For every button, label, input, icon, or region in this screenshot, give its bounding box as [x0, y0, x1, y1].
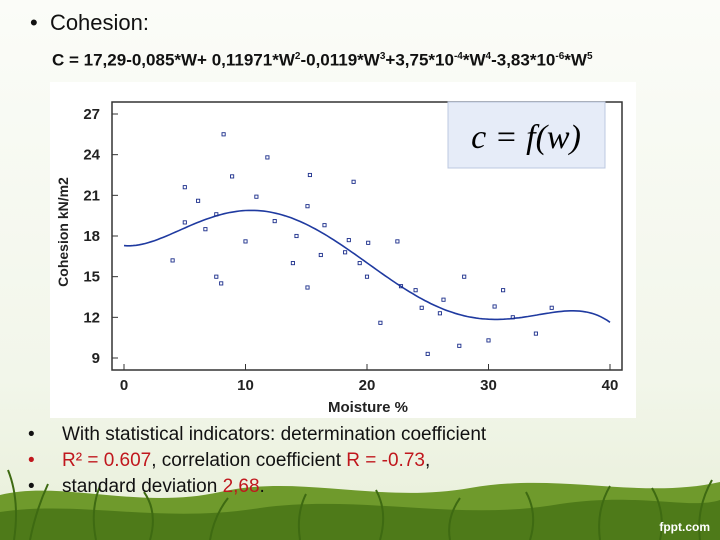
bullet-icon: •: [28, 424, 35, 445]
data-point: [343, 250, 348, 255]
data-point: [214, 274, 219, 279]
y-tick-label: 12: [83, 309, 100, 326]
bullet-row-2: • R² = 0.607, correlation coefficient R …: [28, 448, 486, 474]
data-point: [318, 252, 323, 258]
data-point: [214, 212, 219, 217]
data-point: [265, 155, 270, 160]
data-point: [366, 240, 371, 245]
correlation-value: R = -0.73: [346, 450, 425, 471]
data-point: [462, 274, 467, 279]
bullet-icon: •: [28, 476, 35, 497]
x-tick-label: 40: [602, 377, 619, 394]
slide-title-text: Cohesion:: [49, 10, 150, 35]
grass-decoration: [0, 469, 720, 540]
data-point: [378, 320, 383, 325]
slide-title: • Cohesion:: [30, 10, 149, 36]
data-point: [254, 194, 259, 199]
data-point: [196, 198, 201, 203]
y-tick-label: 21: [83, 187, 100, 204]
data-point: [492, 304, 497, 309]
data-point: [533, 331, 538, 336]
data-point: [170, 258, 175, 263]
inset-formula: c = f(w): [471, 119, 581, 156]
data-point: [351, 179, 356, 184]
bullet-icon: •: [28, 450, 35, 471]
x-tick-label: 0: [120, 377, 128, 394]
x-tick-label: 10: [237, 377, 254, 394]
data-point: [501, 288, 506, 293]
data-point: [510, 315, 515, 320]
data-point: [305, 204, 310, 209]
data-point: [364, 274, 370, 279]
std-deviation-value: 2,68: [222, 476, 260, 497]
data-point: [272, 219, 277, 224]
data-point: [549, 305, 554, 310]
points-group: [170, 132, 554, 356]
data-point: [305, 285, 310, 290]
data-point: [441, 297, 446, 302]
data-point: [346, 238, 351, 243]
data-point: [182, 185, 187, 190]
bullet-icon: •: [30, 10, 50, 35]
data-point: [322, 223, 327, 228]
r-squared-value: R² = 0.607: [62, 450, 152, 471]
bullet-row-1: • With statistical indicators: determina…: [28, 422, 486, 448]
data-point: [457, 343, 462, 348]
watermark: fppt.com: [659, 520, 710, 534]
data-point: [203, 227, 208, 232]
y-tick-label: 27: [83, 106, 100, 123]
data-point: [294, 233, 299, 239]
data-point: [437, 311, 442, 316]
data-point: [413, 288, 418, 293]
data-point: [425, 351, 430, 356]
tick-group: 0 10 20 30 40 9 12 15 18 21 24 27: [83, 106, 618, 394]
y-axis-label: Cohesion kN/m2: [55, 177, 71, 287]
x-tick-label: 30: [480, 377, 497, 394]
data-point: [290, 261, 295, 266]
data-point: [182, 220, 187, 225]
data-point: [307, 172, 312, 178]
y-tick-label: 18: [83, 228, 100, 245]
bullet-row-3: • standard deviation 2,68.: [28, 474, 486, 500]
data-point: [221, 132, 226, 137]
x-axis-label: Moisture %: [328, 399, 408, 416]
statistics-bullets: • With statistical indicators: determina…: [28, 422, 486, 500]
regression-formula: C = 17,29-0,085*W+ 0,11971*W2-0,0119*W3+…: [52, 50, 593, 70]
data-point: [395, 239, 400, 244]
data-point: [486, 338, 491, 343]
chart-panel: 0 10 20 30 40 9 12 15 18 21 24 27 c = f(w) Moisture…: [50, 82, 636, 418]
y-tick-label: 9: [92, 350, 100, 367]
data-point: [398, 284, 404, 289]
data-point: [419, 305, 424, 310]
inset-box: [447, 101, 606, 169]
y-tick-label: 15: [83, 269, 100, 286]
cohesion-chart: 0 10 20 30 40 9 12 15 18 21 24 27 c = f(w) Moisture…: [55, 101, 623, 416]
data-point: [230, 174, 235, 179]
data-point: [357, 261, 362, 266]
fit-curve: [123, 209, 611, 323]
data-point: [219, 281, 224, 286]
data-point: [243, 239, 248, 244]
y-tick-label: 24: [83, 147, 100, 164]
x-tick-label: 20: [359, 377, 376, 394]
